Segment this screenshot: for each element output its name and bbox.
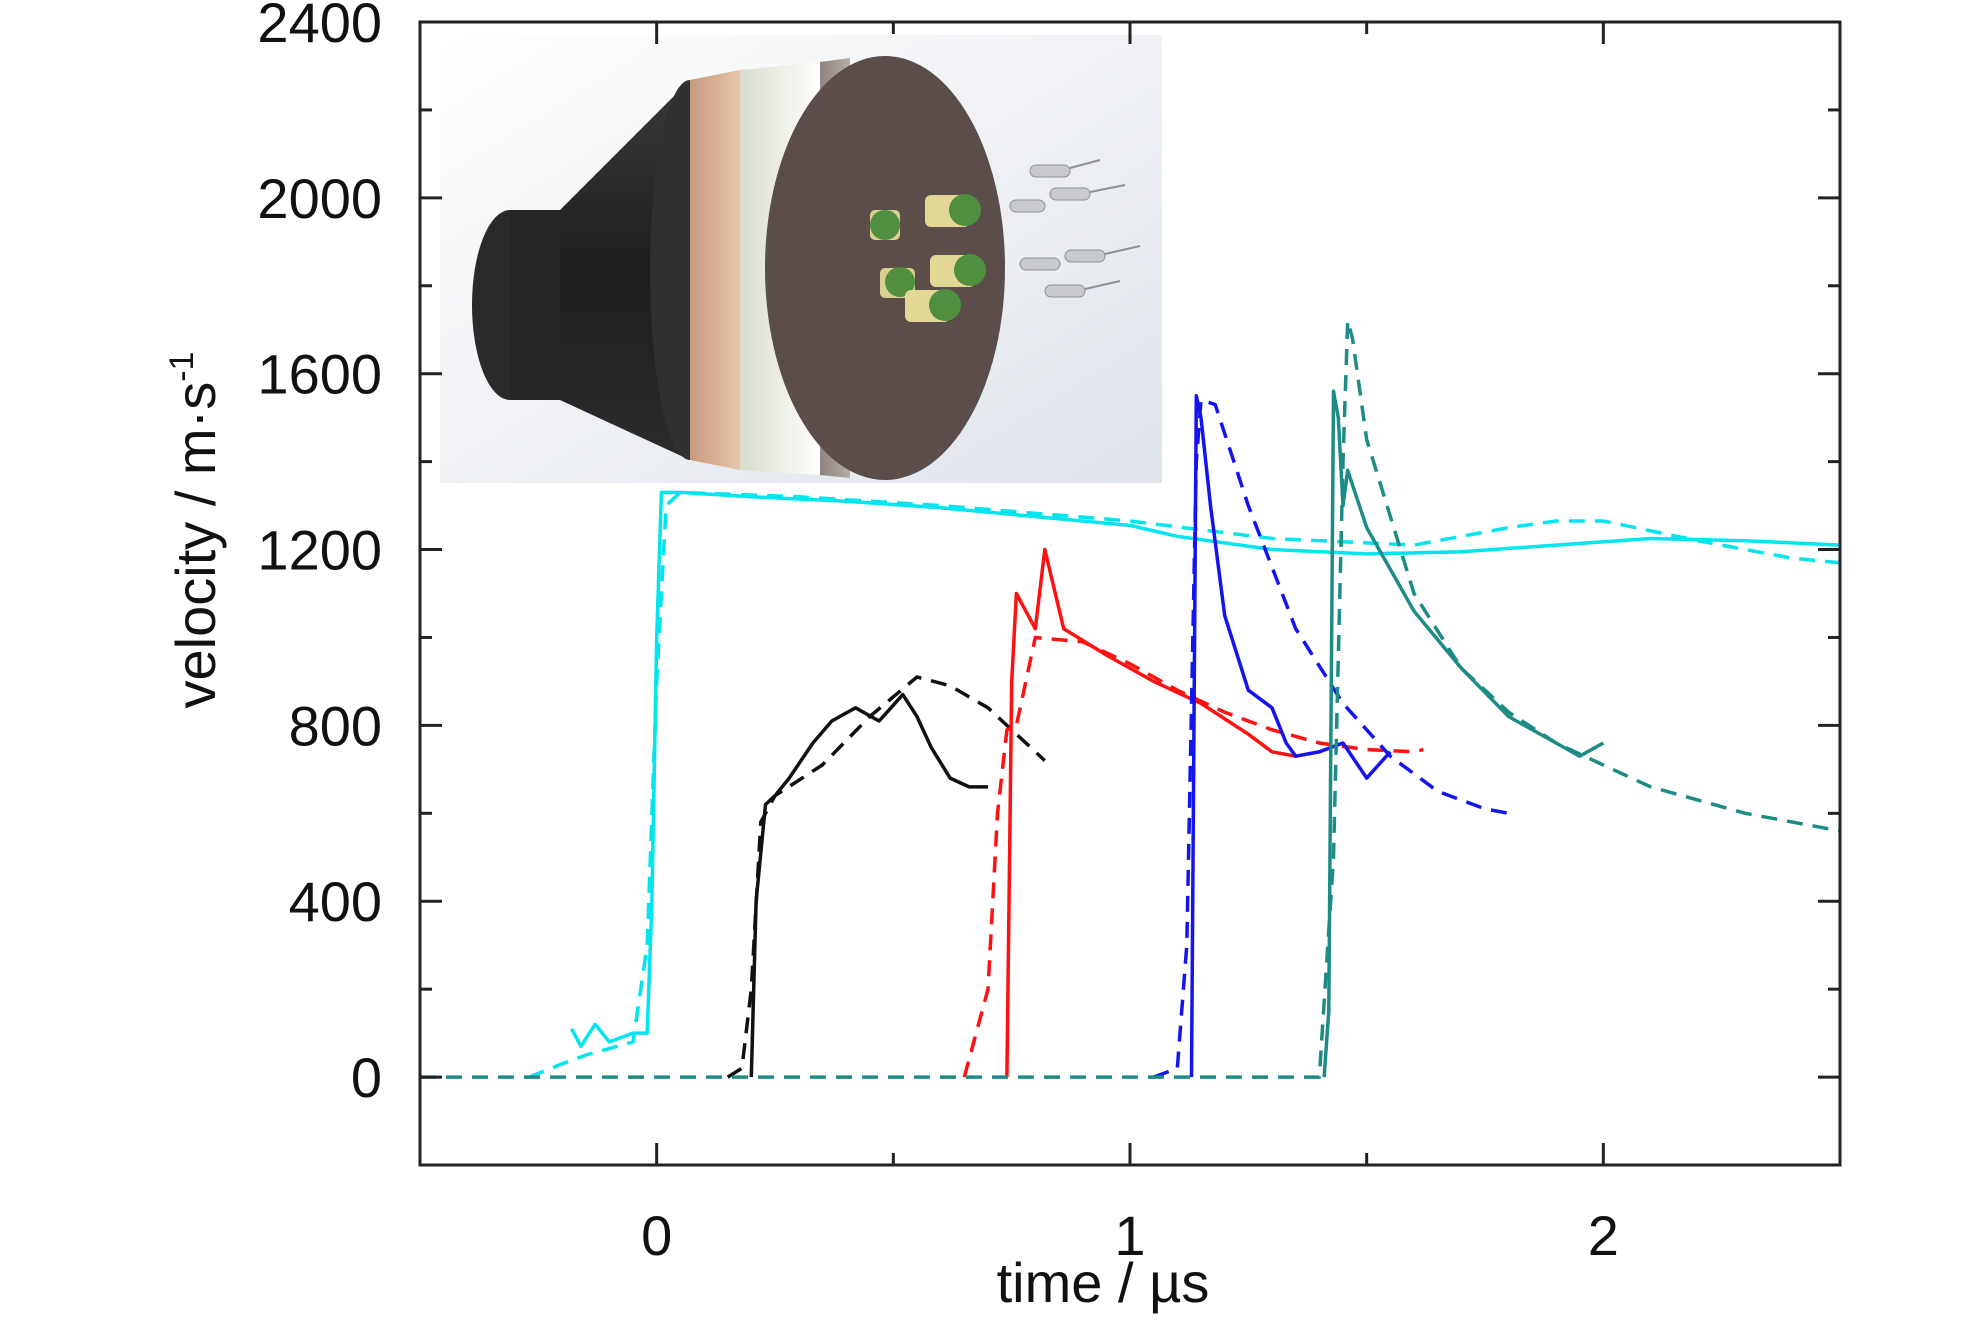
series-line-7-dashed <box>1153 398 1510 1079</box>
series-line-0-solid <box>569 490 1841 1049</box>
series-line-1-dashed <box>528 490 1841 1079</box>
series-layer <box>420 319 1841 1079</box>
y-tick-label: 400 <box>289 870 382 933</box>
y-tick-label: 0 <box>351 1046 382 1109</box>
series-line-4-solid <box>1005 547 1320 1078</box>
x-axis: 0 1 2 <box>418 22 1842 1267</box>
inset-illustration <box>440 35 1162 483</box>
series-line-3-dashed <box>726 675 1046 1079</box>
x-tick-label: 2 <box>1588 1204 1619 1267</box>
series-line-2-solid <box>749 692 988 1078</box>
y-axis-title-exponent: -1 <box>163 352 201 382</box>
series-line-5-dashed <box>962 635 1424 1078</box>
y-tick-label: 1600 <box>257 343 382 406</box>
series-line-8-solid <box>1322 389 1605 1078</box>
y-tick-label: 800 <box>289 694 382 757</box>
x-tick-label: 1 <box>1114 1204 1145 1267</box>
x-tick-label: 0 <box>641 1204 672 1267</box>
y-tick-label: 2400 <box>257 0 382 54</box>
y-axis-title-group: velocity / m·s-1 <box>163 352 227 709</box>
series-line-9-dashed <box>420 319 1841 1079</box>
x-axis-title: time / µs <box>997 1251 1210 1314</box>
y-axis: 0 400 800 1200 1600 2000 2400 <box>257 0 1840 1109</box>
y-axis-title: velocity / m·s <box>164 382 227 709</box>
y-tick-label: 2000 <box>257 167 382 230</box>
svg-text:velocity / m·s-1: velocity / m·s-1 <box>163 352 227 709</box>
y-tick-label: 1200 <box>257 519 382 582</box>
